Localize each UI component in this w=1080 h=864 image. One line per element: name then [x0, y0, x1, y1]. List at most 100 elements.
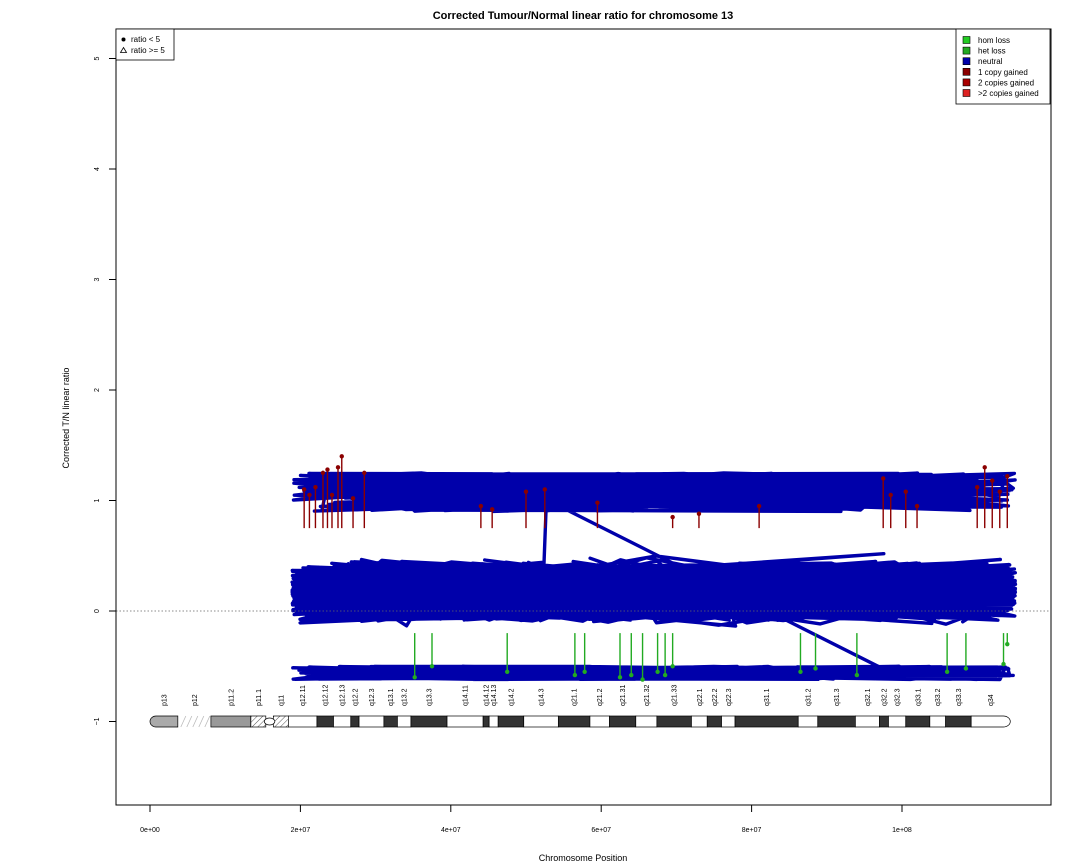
- ideogram-band-label: q22.2: [712, 688, 719, 706]
- legend-swatch: [962, 78, 971, 87]
- ideogram-band: [350, 715, 360, 728]
- ideogram-band: [945, 715, 972, 728]
- y-axis-label: Corrected T/N linear ratio: [61, 368, 71, 469]
- data-point: [523, 489, 529, 494]
- ideogram-band: [557, 715, 591, 728]
- ideogram-band: [149, 715, 179, 728]
- y-tick-label: 0: [94, 609, 101, 613]
- data-point: [307, 492, 312, 498]
- data-point: [582, 669, 587, 674]
- ideogram-band-label: q21.33: [672, 684, 679, 706]
- ideogram-band-label: q34: [988, 694, 995, 706]
- shape-legend-box: [115, 28, 175, 61]
- data-point: [1001, 661, 1006, 667]
- legend-swatch: [962, 57, 971, 66]
- ideogram-band-label: q14.11: [463, 685, 470, 706]
- ideogram-band-label: q14.12: [484, 684, 491, 706]
- ideogram-band-label: q13.1: [388, 688, 395, 706]
- data-point: [595, 500, 600, 505]
- ideogram-band: [888, 715, 907, 728]
- data-point: [329, 492, 335, 498]
- ideogram-band: [905, 715, 931, 728]
- shape-legend-label: ratio < 5: [131, 35, 161, 44]
- data-points: [290, 454, 1018, 682]
- data-point: [335, 465, 341, 470]
- ideogram-band: [609, 715, 637, 728]
- x-tick-label: 2e+07: [291, 827, 311, 834]
- data-point: [670, 514, 675, 520]
- ideogram-band: [446, 715, 484, 728]
- color-legend-box: [955, 28, 1051, 105]
- ideogram-band-label: q14.13: [491, 684, 498, 706]
- filled-circle-icon: [121, 37, 126, 42]
- chromosome-ideogram: p13 p12 p11.2 p11.1 q11 q12.11 q12.12 q12.13 q12…: [149, 684, 1011, 728]
- ideogram-band-label: q12.13: [340, 684, 347, 706]
- ideogram-band: [691, 715, 708, 728]
- data-point: [320, 470, 326, 476]
- ideogram-band-label: q31.2: [806, 688, 813, 706]
- ideogram-band: [706, 715, 722, 728]
- ideogram-band: [797, 715, 819, 728]
- ideogram-band-label: q12.2: [352, 688, 359, 706]
- ideogram-band-label: q13.3: [426, 688, 433, 706]
- ideogram-band: [855, 715, 880, 728]
- data-point: [339, 454, 344, 459]
- ideogram-band: [316, 715, 334, 728]
- stalk-hatch: [204, 715, 211, 728]
- y-tick-label: −1: [94, 717, 101, 725]
- data-point: [914, 503, 920, 509]
- ideogram-band: [734, 715, 799, 728]
- legend-swatch: [962, 89, 971, 97]
- data-point: [990, 478, 995, 483]
- data-point: [1005, 641, 1010, 647]
- ideogram-band: [482, 715, 490, 728]
- data-point: [362, 470, 367, 476]
- ideogram-band-label: p11.2: [228, 689, 235, 706]
- data-point: [975, 485, 980, 490]
- ideogram-band: [383, 715, 398, 728]
- ideogram-band-label: q21.32: [644, 684, 651, 706]
- series-1-copy-gained: [301, 454, 1010, 529]
- data-point: [350, 496, 356, 501]
- ideogram-band: [635, 715, 658, 728]
- data-point: [662, 672, 668, 678]
- ideogram-band-label: q33.1: [915, 688, 922, 706]
- series-het-loss: [412, 633, 1010, 682]
- ideogram-band: [721, 715, 736, 728]
- ideogram-band: [272, 715, 289, 728]
- data-point: [489, 507, 495, 512]
- ideogram-band-label: q12.3: [369, 688, 376, 706]
- ideogram-band-label: q14.3: [539, 688, 546, 706]
- ideogram-band: [210, 715, 252, 728]
- ideogram-band: [497, 715, 525, 728]
- ideogram-band-label: q13.2: [402, 688, 409, 706]
- data-point: [888, 492, 893, 498]
- data-point: [696, 511, 702, 516]
- chart-title: Corrected Tumour/Normal linear ratio for…: [433, 10, 734, 22]
- x-tick-label: 1e+08: [892, 827, 912, 834]
- ideogram-band-label: q14.2: [508, 688, 515, 706]
- data-point: [813, 666, 818, 671]
- data-point: [982, 465, 987, 470]
- ideogram-band-label: q22.1: [697, 688, 704, 706]
- data-point: [944, 669, 950, 674]
- data-point: [1005, 473, 1010, 479]
- ideogram-band-label: q11: [278, 695, 285, 706]
- ideogram-band-label: p11.1: [256, 689, 263, 706]
- x-tick-label: 0e+00: [140, 827, 160, 834]
- plot-frame: [115, 28, 1052, 806]
- legend-label: hom loss: [978, 36, 1010, 45]
- legend-swatch: [962, 68, 971, 76]
- ideogram-band-label: q31.3: [834, 688, 841, 706]
- data-point: [478, 503, 484, 509]
- data-point: [640, 677, 645, 682]
- ideogram-band-label: p12: [192, 694, 199, 706]
- ideogram-band: [929, 715, 946, 728]
- ideogram-band: [358, 715, 385, 728]
- x-axis-label: Chromosome Position: [539, 853, 628, 863]
- data-point: [903, 489, 908, 494]
- x-tick-label: 4e+07: [441, 827, 461, 834]
- legend-label: 2 copies gained: [978, 78, 1034, 87]
- ideogram-band-label: q32.3: [895, 688, 902, 706]
